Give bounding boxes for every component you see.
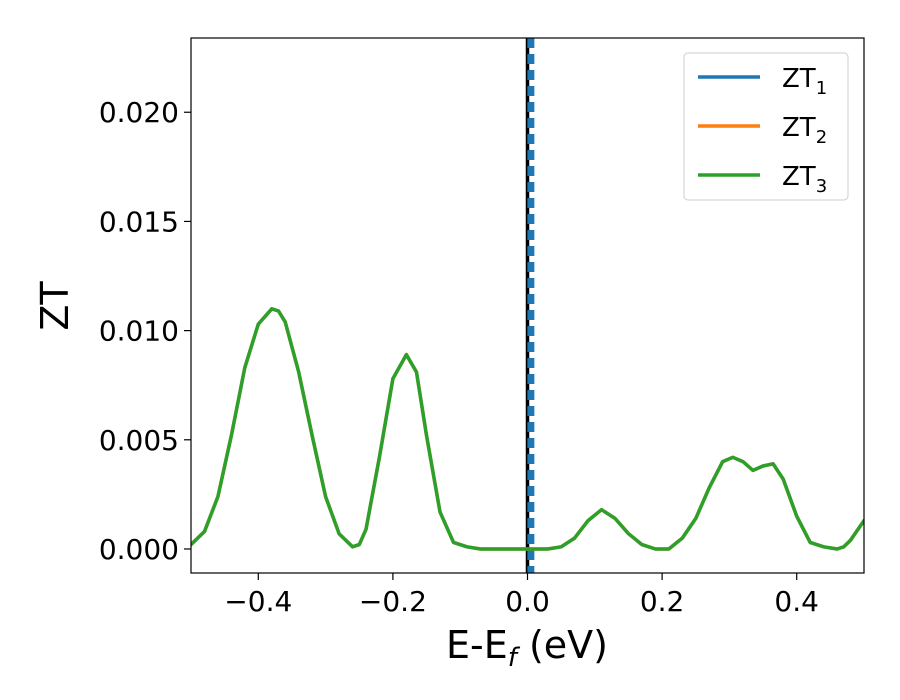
y-tick-label: 0.010 — [99, 315, 179, 348]
x-axis-label-main: E-E — [446, 623, 508, 667]
legend-box — [683, 52, 849, 201]
y-tick-label: 0.005 — [99, 424, 179, 457]
x-tick-label: 0.2 — [640, 585, 685, 618]
y-axis-label: ZT — [33, 281, 77, 331]
x-axis-label-units: (eV) — [517, 623, 608, 667]
y-tick-label: 0.020 — [99, 96, 179, 129]
legend-label-zt3: ZT3 — [782, 162, 827, 197]
series-zt3-line — [191, 307, 864, 551]
x-axis-label: E-Ef (eV) — [446, 623, 608, 673]
series-layer — [191, 38, 864, 573]
x-tick-label: −0.2 — [359, 585, 427, 618]
legend-label-zt2: ZT2 — [782, 113, 827, 148]
legend: ZT1 ZT2 ZT3 — [683, 52, 849, 201]
x-tick-label: 0.4 — [774, 585, 819, 618]
x-tick-label: 0.0 — [505, 585, 550, 618]
y-tick-label: 0.000 — [99, 533, 179, 566]
x-tick-label: −0.4 — [224, 585, 292, 618]
legend-items: ZT1 ZT2 ZT3 — [698, 64, 827, 197]
ticks-layer: −0.4 −0.2 0.0 0.2 0.4 0.000 0.005 0.010 0.015 0.0… — [99, 96, 819, 618]
legend-label-zt1: ZT1 — [782, 64, 827, 99]
y-tick-label: 0.015 — [99, 205, 179, 238]
